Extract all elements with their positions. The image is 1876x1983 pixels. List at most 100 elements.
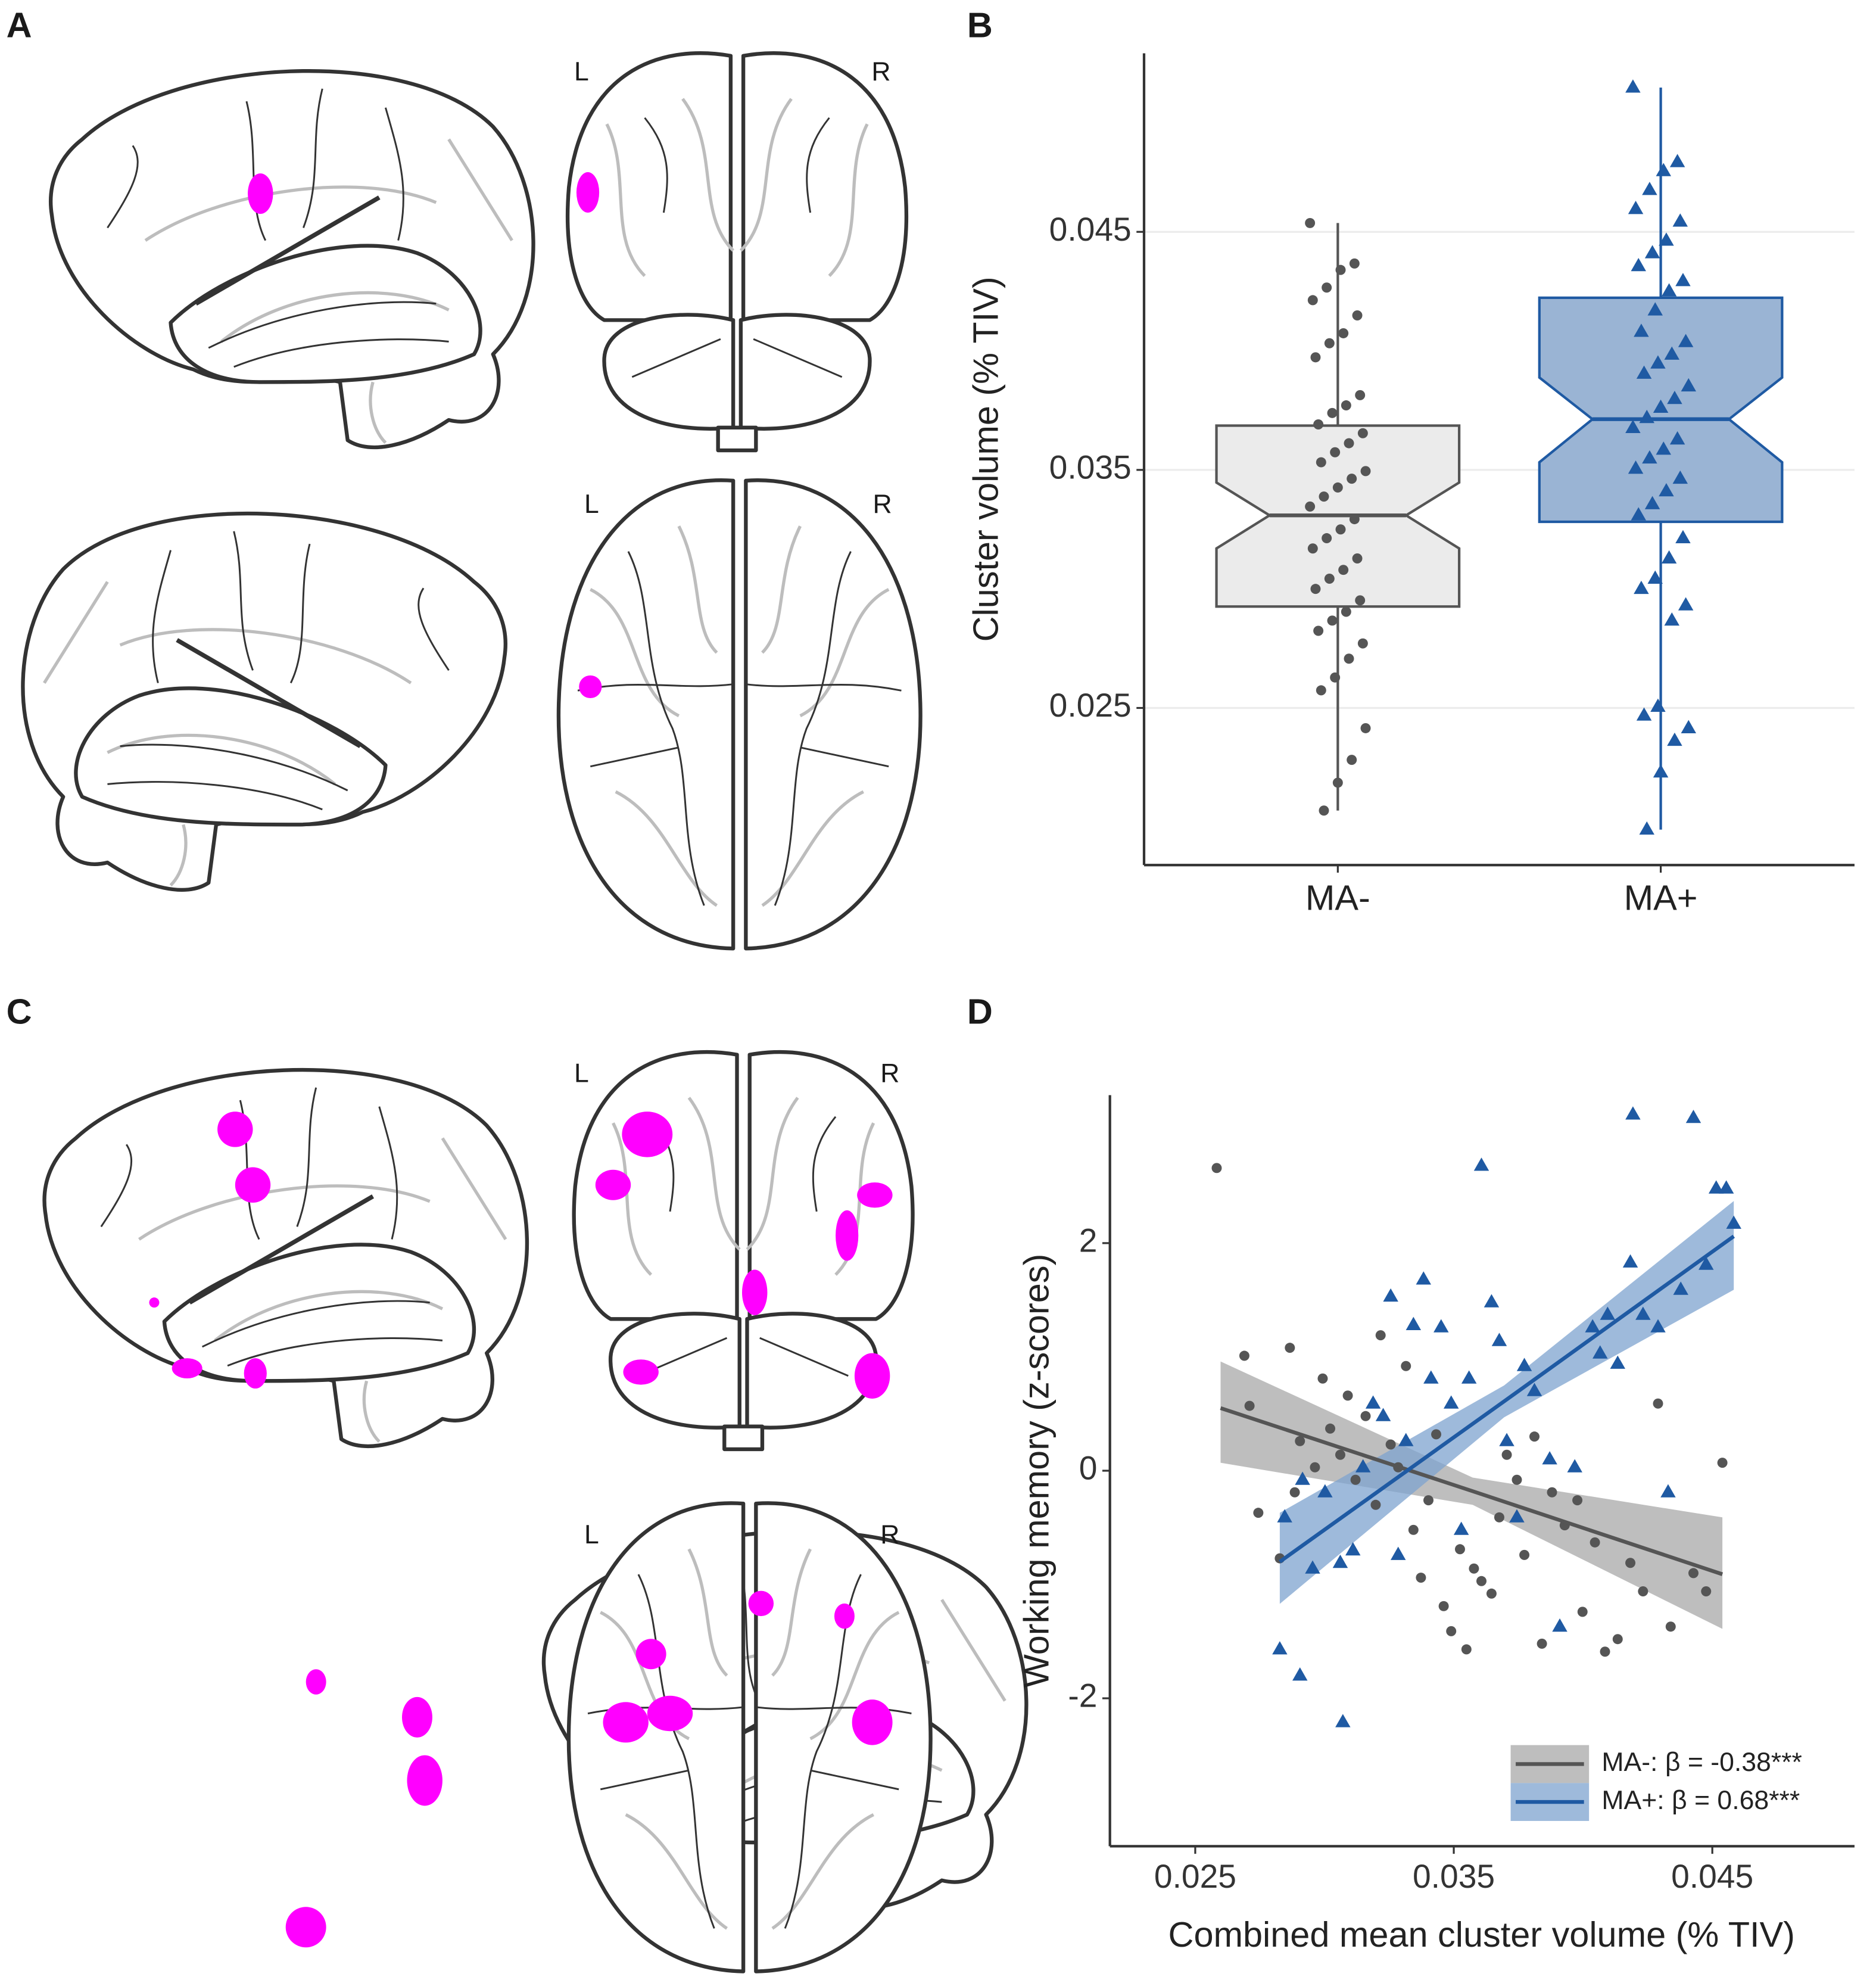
brain-dorsal: [559, 480, 921, 948]
point: [1434, 1319, 1449, 1333]
panel-label: A: [7, 5, 32, 45]
x-axis-label: Combined mean cluster volume (% TIV): [1168, 1914, 1795, 1954]
point: [1360, 1411, 1371, 1421]
point: [1338, 328, 1349, 338]
point: [1332, 482, 1343, 493]
point: [1681, 720, 1697, 733]
point: [1537, 1638, 1547, 1649]
brain-lateral: [23, 513, 505, 890]
point: [1431, 1429, 1442, 1440]
hemisphere-label: L: [574, 57, 589, 86]
point: [1678, 334, 1694, 347]
point: [1335, 1449, 1345, 1460]
point: [1345, 1542, 1361, 1556]
point: [1310, 1462, 1320, 1473]
point: [1335, 1714, 1351, 1727]
point: [1634, 323, 1649, 337]
point: [1484, 1294, 1500, 1308]
point: [1622, 1254, 1638, 1268]
point: [1319, 491, 1329, 502]
point: [1650, 1319, 1666, 1333]
point: [1610, 1355, 1626, 1369]
point: [1590, 1537, 1600, 1548]
point: [1461, 1644, 1472, 1655]
confidence-band: [1220, 1361, 1723, 1629]
point: [1585, 1319, 1600, 1333]
y-tick-label: -2: [1068, 1677, 1097, 1714]
point: [1526, 1383, 1542, 1396]
point: [1636, 707, 1652, 721]
point: [1669, 431, 1685, 445]
hemisphere-label: L: [574, 1059, 589, 1088]
point: [1552, 1618, 1568, 1632]
point: [1469, 1563, 1479, 1574]
point: [1352, 310, 1363, 320]
point: [1416, 1573, 1426, 1583]
point: [1285, 1343, 1295, 1353]
point: [1344, 653, 1354, 664]
point: [1639, 409, 1654, 424]
panel-label: C: [7, 991, 32, 1031]
point: [1330, 447, 1341, 457]
fit-line: [1279, 1234, 1735, 1564]
point: [1335, 524, 1346, 535]
point: [1349, 514, 1360, 525]
point: [1672, 470, 1688, 484]
point: [1342, 1390, 1353, 1401]
point: [1375, 1408, 1391, 1421]
point: [1673, 1281, 1688, 1295]
point: [1665, 1621, 1676, 1632]
point: [1316, 457, 1326, 468]
point: [1567, 1459, 1582, 1473]
point: [1638, 1586, 1648, 1596]
x-tick-label: 0.045: [1671, 1858, 1753, 1895]
y-axis-label: Working memory (z-scores): [1017, 1254, 1057, 1688]
point: [1408, 1524, 1419, 1535]
point: [1330, 672, 1341, 683]
point: [1461, 1370, 1477, 1384]
point: [1347, 755, 1357, 765]
point: [1656, 441, 1671, 455]
point: [1401, 1361, 1411, 1371]
panel-label: B: [967, 5, 993, 45]
point: [1726, 1215, 1741, 1229]
point: [1365, 1395, 1381, 1409]
point: [1423, 1495, 1434, 1506]
point: [1332, 1554, 1348, 1568]
point: [1542, 1451, 1557, 1465]
point: [1664, 612, 1679, 626]
point: [1647, 302, 1663, 316]
point: [1324, 338, 1335, 348]
point: [1313, 625, 1324, 636]
point: [1642, 450, 1657, 464]
y-tick-label: 0.025: [1049, 687, 1132, 724]
point: [1347, 474, 1357, 484]
point: [1699, 1256, 1714, 1270]
point: [1292, 1667, 1308, 1681]
point: [1659, 232, 1674, 246]
point: [1398, 1433, 1414, 1446]
point: [1446, 1626, 1457, 1636]
point: [1491, 1333, 1507, 1346]
hemisphere-label: R: [880, 1520, 899, 1549]
point: [1653, 399, 1669, 413]
point: [1625, 1558, 1636, 1568]
point: [1350, 1474, 1361, 1485]
point: [1612, 1634, 1623, 1645]
brain-lateral: [51, 71, 533, 447]
y-tick-label: 0: [1079, 1450, 1098, 1487]
point: [1307, 295, 1318, 306]
point: [1667, 390, 1682, 404]
point: [1631, 257, 1646, 272]
x-tick-label: 0.025: [1154, 1858, 1236, 1895]
point: [1501, 1449, 1512, 1460]
point: [1316, 685, 1326, 696]
point: [1625, 79, 1641, 93]
point: [1717, 1458, 1728, 1468]
point: [1355, 390, 1366, 400]
hemisphere-label: R: [871, 57, 890, 86]
y-axis-label: Cluster volume (% TIV): [966, 276, 1006, 642]
point: [1675, 530, 1691, 544]
point: [1443, 1395, 1459, 1409]
